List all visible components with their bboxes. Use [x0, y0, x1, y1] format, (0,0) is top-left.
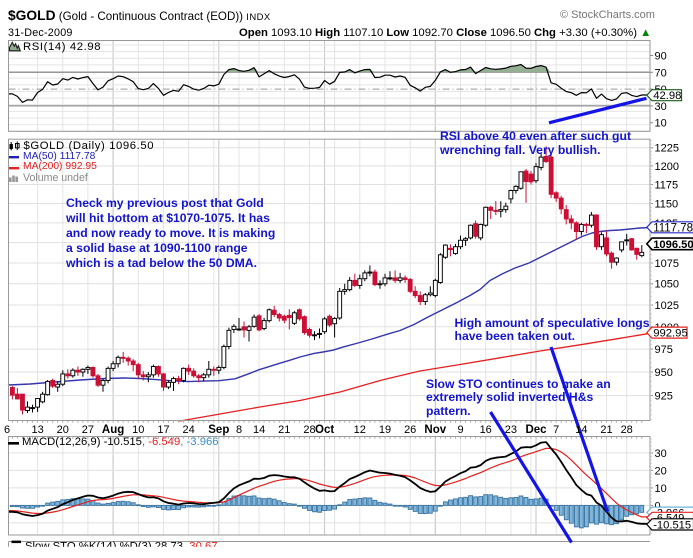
svg-text:Aug: Aug: [102, 424, 124, 436]
svg-text:20: 20: [57, 424, 69, 436]
svg-text:21: 21: [278, 424, 290, 436]
svg-text:13: 13: [31, 424, 43, 436]
svg-text:0: 0: [655, 500, 661, 512]
svg-text:70: 70: [655, 67, 667, 79]
svg-text:27: 27: [82, 424, 94, 436]
svg-text:1225: 1225: [655, 143, 679, 155]
svg-text:10: 10: [655, 483, 667, 495]
svg-text:24: 24: [182, 424, 194, 436]
svg-text:30: 30: [655, 101, 667, 113]
svg-text:Nov: Nov: [424, 424, 446, 436]
svg-text:42.98: 42.98: [653, 90, 681, 102]
svg-text:1175: 1175: [655, 180, 679, 192]
svg-text:Oct: Oct: [315, 424, 334, 436]
svg-text:9: 9: [457, 424, 463, 436]
svg-text:8: 8: [236, 424, 242, 436]
svg-text:10: 10: [132, 424, 144, 436]
svg-text:21: 21: [600, 424, 612, 436]
svg-text:14: 14: [575, 424, 587, 436]
svg-text:1150: 1150: [655, 199, 679, 211]
svg-text:12: 12: [354, 424, 366, 436]
svg-text:1117.78: 1117.78: [653, 222, 693, 234]
svg-text:17: 17: [157, 424, 169, 436]
svg-text:26: 26: [404, 424, 416, 436]
svg-text:20: 20: [655, 465, 667, 477]
svg-text:950: 950: [655, 367, 673, 379]
svg-text:23: 23: [505, 424, 517, 436]
svg-text:1025: 1025: [655, 300, 679, 312]
svg-text:19: 19: [379, 424, 391, 436]
svg-text:30: 30: [655, 448, 667, 460]
svg-text:10: 10: [655, 118, 667, 130]
svg-text:-10.515: -10.515: [653, 519, 691, 531]
svg-text:Sep: Sep: [208, 424, 229, 436]
svg-text:1096.50: 1096.50: [653, 239, 693, 251]
svg-text:1075: 1075: [655, 258, 679, 270]
svg-text:Dec: Dec: [525, 424, 547, 436]
svg-text:90: 90: [655, 51, 667, 63]
svg-text:28: 28: [621, 424, 633, 436]
svg-text:28: 28: [303, 424, 315, 436]
svg-text:7: 7: [553, 424, 559, 436]
svg-text:14: 14: [253, 424, 265, 436]
svg-text:975: 975: [655, 344, 673, 356]
svg-text:1050: 1050: [655, 279, 679, 291]
svg-text:16: 16: [480, 424, 492, 436]
svg-text:6: 6: [4, 424, 10, 436]
svg-text:925: 925: [655, 391, 673, 403]
svg-text:1200: 1200: [655, 161, 679, 173]
svg-text:992.95: 992.95: [653, 328, 688, 340]
